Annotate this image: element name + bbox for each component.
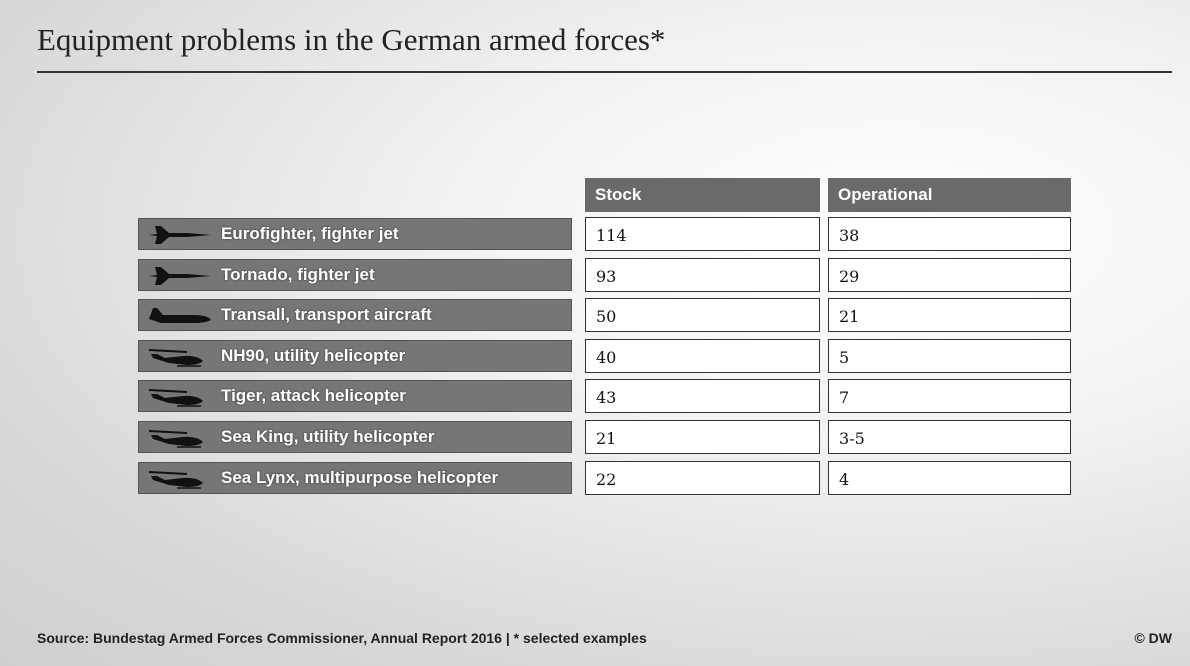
- cell-text: Eurofighter, fighter jet: [221, 224, 399, 243]
- cell-text: 22: [596, 469, 617, 489]
- operational-cell: 29: [828, 257, 1071, 292]
- cell-text: NH90, utility helicopter: [221, 345, 406, 365]
- row-label: Tiger, attack helicopter: [138, 380, 572, 413]
- cell-text: 4: [839, 469, 850, 489]
- row-label: NH90, utility helicopter: [138, 339, 572, 372]
- cell-text: 40: [596, 347, 617, 367]
- cell-text: 21: [839, 307, 860, 327]
- stock-cell: 21: [585, 420, 820, 454]
- title: Equipment problems in the German armed f…: [37, 22, 666, 57]
- operational-cell: 3-5: [828, 420, 1071, 454]
- stock-cell: 93: [585, 257, 820, 292]
- operational-cell: 4: [828, 460, 1071, 495]
- cell-text: Tiger, attack helicopter: [221, 386, 406, 406]
- stock-cell: 22: [585, 460, 820, 495]
- row-label: Sea Lynx, multipurpose helicopter: [138, 461, 572, 494]
- operational-cell: 5: [828, 338, 1071, 373]
- row-label: Eurofighter, fighter jet: [138, 218, 572, 250]
- row-label: Sea King, utility helicopter: [138, 421, 572, 453]
- cell-text: 43: [596, 388, 617, 408]
- cell-text: 7: [839, 388, 850, 408]
- stock-cell: 43: [585, 379, 820, 414]
- cell-text: Tornado, fighter jet: [221, 264, 375, 284]
- cell-text: 50: [596, 307, 617, 327]
- cell-text: 21: [596, 429, 617, 448]
- cell-text: 3-5: [839, 429, 865, 448]
- operational-cell: 7: [828, 379, 1071, 414]
- operational-cell: 21: [828, 298, 1071, 333]
- source-note: Source: Bundestag Armed Forces Commissio…: [37, 630, 647, 646]
- column-header: Operational: [828, 178, 1071, 212]
- cell-text: Transall, transport aircraft: [221, 305, 432, 325]
- cell-text: 29: [839, 266, 860, 286]
- row-label: Transall, transport aircraft: [138, 299, 572, 332]
- cell-text: 5: [839, 347, 850, 367]
- operational-cell: 38: [828, 217, 1071, 251]
- column-header: Stock: [585, 178, 820, 212]
- cell-text: 114: [596, 226, 627, 245]
- stock-cell: 114: [585, 217, 820, 251]
- stock-cell: 40: [585, 338, 820, 373]
- stock-cell: 50: [585, 298, 820, 333]
- title-rule: [37, 71, 1172, 73]
- cell-text: Sea King, utility helicopter: [221, 427, 435, 446]
- credit: © DW: [1134, 630, 1172, 646]
- cell-text: 93: [596, 266, 617, 286]
- row-label: Tornado, fighter jet: [138, 258, 572, 291]
- cell-text: 38: [839, 226, 860, 245]
- cell-text: Sea Lynx, multipurpose helicopter: [221, 467, 499, 487]
